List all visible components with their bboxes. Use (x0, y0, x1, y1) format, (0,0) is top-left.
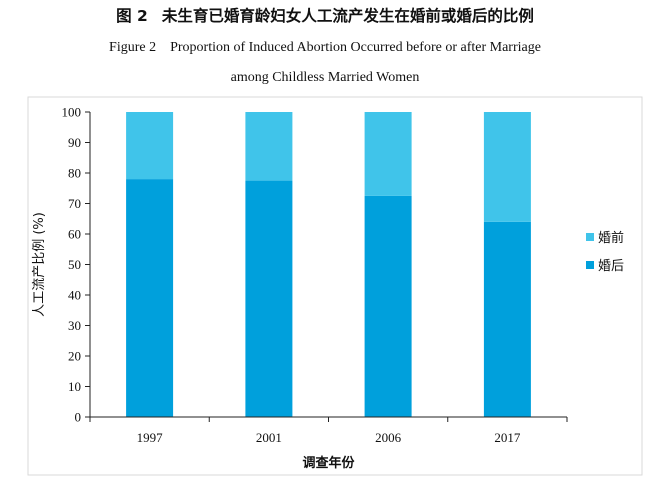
x-axis-title: 调查年份 (302, 455, 355, 471)
y-tick-label-20: 20 (68, 349, 81, 364)
y-tick-label-80: 80 (68, 166, 81, 181)
y-tick-label-60: 60 (68, 227, 81, 242)
bar-2001-series-0 (245, 180, 293, 417)
x-tick-label-2001: 2001 (256, 430, 282, 445)
figure-number-cn: 图 2 (116, 7, 148, 25)
bar-2006-series-0 (364, 195, 412, 417)
figure-title-en-text-1: Proportion of Induced Abortion Occurred … (170, 40, 541, 55)
y-tick-label-70: 70 (68, 196, 81, 211)
x-tick-label-1997: 1997 (137, 430, 164, 445)
y-tick-label-100: 100 (62, 105, 82, 120)
figure-title-en-line1: Figure 2 Proportion of Induced Abortion O… (0, 39, 650, 57)
figure-title-cn: 图 2 未生育已婚育龄妇女人工流产发生在婚前或婚后的比例 (0, 6, 650, 26)
chart-frame (27, 96, 643, 476)
bar-2006-series-1 (364, 112, 412, 196)
figure-title-cn-text: 未生育已婚育龄妇女人工流产发生在婚前或婚后的比例 (161, 7, 534, 25)
bars-group (126, 112, 531, 417)
bar-2001-series-1 (245, 112, 293, 181)
y-tick-label-30: 30 (68, 318, 81, 333)
legend-swatch-1 (586, 261, 594, 269)
bar-1997-series-1 (126, 112, 174, 180)
y-tick-label-40: 40 (68, 288, 81, 303)
axes-group: 0 10 20 30 40 50 60 70 80 90 100 1997 2001 2006 2017 调查… (32, 105, 568, 471)
figure-label-en: Figure 2 (109, 40, 157, 55)
bar-1997-series-0 (126, 179, 174, 417)
x-tick-label-2006: 2006 (375, 430, 402, 445)
legend-label-0: 婚前 (598, 230, 624, 246)
bar-2017-series-0 (483, 221, 531, 417)
y-tick-label-50: 50 (68, 257, 81, 272)
y-axis-title: 人工流产比例 (%) (32, 212, 47, 317)
legend-swatch-0 (586, 233, 594, 241)
x-tick-label-2017: 2017 (494, 430, 521, 445)
y-tick-label-90: 90 (68, 135, 81, 150)
bar-2017-series-1 (483, 112, 531, 222)
figure-title-en-text-2: among Childless Married Women (230, 70, 420, 85)
y-tick-label-0: 0 (75, 410, 82, 425)
legend-label-1: 婚后 (598, 259, 624, 274)
y-tick-label-10: 10 (68, 379, 81, 394)
figure-title-en-line2: among Childless Married Women (0, 69, 650, 87)
